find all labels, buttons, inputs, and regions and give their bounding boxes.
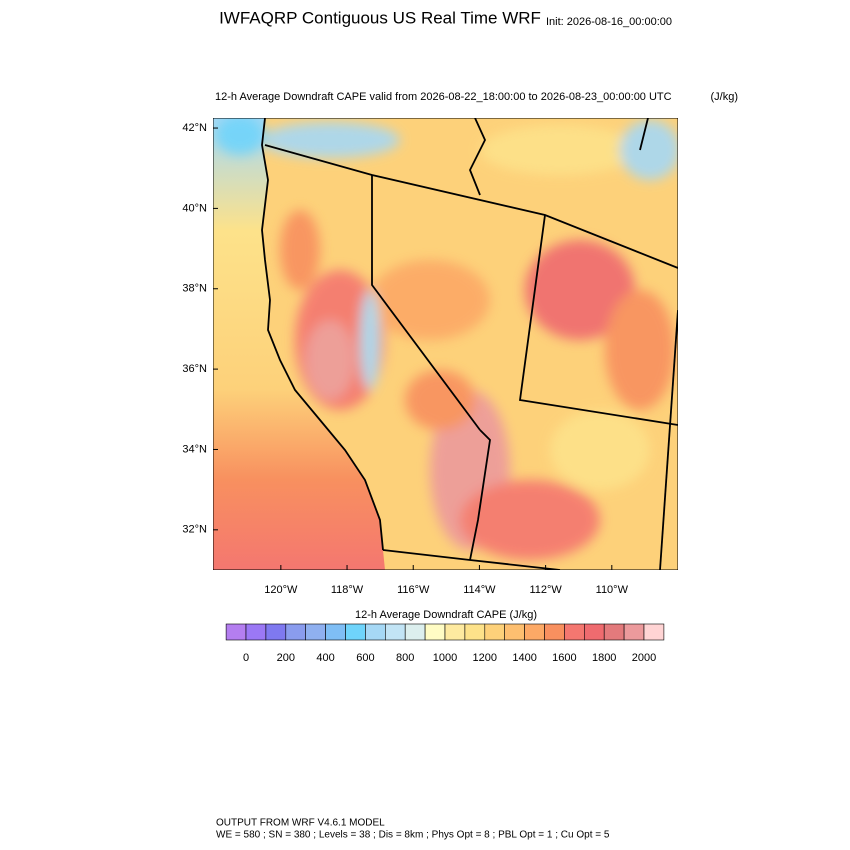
colorbar-label: 0 <box>243 652 249 664</box>
colorbar-box <box>603 623 625 641</box>
colorbar-label: 200 <box>277 652 295 664</box>
colorbar-box <box>245 623 267 641</box>
colorbar-box <box>285 623 306 641</box>
y-tick-label: 34°N <box>182 443 207 455</box>
colorbar-label: 2000 <box>632 652 656 664</box>
footer-line: WE = 580 ; SN = 380 ; Levels = 38 ; Dis … <box>216 830 610 841</box>
init-time: Init: 2026-08-16_00:00:00 <box>546 16 672 28</box>
x-tick-label: 118°W <box>331 584 364 596</box>
map-units: (J/kg) <box>711 91 739 103</box>
map-field <box>213 118 678 570</box>
colorbar-box <box>444 623 466 641</box>
colorbar-label: 400 <box>316 652 334 664</box>
y-tick-label: 40°N <box>182 202 207 214</box>
x-tick-label: 114°W <box>463 584 496 596</box>
colorbar-box <box>524 623 545 641</box>
colorbar-box <box>464 623 486 641</box>
colorbar-box <box>384 623 406 641</box>
colorbar-box <box>643 623 665 641</box>
colorbar-box <box>345 623 366 641</box>
colorbar-label: 1200 <box>473 652 497 664</box>
colorbar-box <box>623 623 645 641</box>
x-tick-label: 110°W <box>596 584 629 596</box>
y-tick-label: 42°N <box>182 122 207 134</box>
colorbar-label: 1000 <box>433 652 457 664</box>
x-tick-label: 116°W <box>397 584 430 596</box>
y-tick-label: 38°N <box>182 283 207 295</box>
x-tick-label: 120°W <box>264 584 298 596</box>
colorbar-label: 600 <box>356 652 374 664</box>
colorbar-label: 1400 <box>512 652 536 664</box>
colorbar-label: 800 <box>396 652 414 664</box>
y-tick-label: 36°N <box>182 363 207 375</box>
x-tick-label: 112°W <box>529 584 562 596</box>
map-subtitle: 12-h Average Downdraft CAPE valid from 2… <box>215 91 672 103</box>
colorbar-box <box>484 623 505 641</box>
colorbar-label: 1600 <box>552 652 576 664</box>
colorbar-box <box>325 623 346 641</box>
colorbar-box <box>564 623 585 641</box>
colorbar-box <box>583 623 605 641</box>
title: IWFAQRP Contiguous US Real Time WRF <box>219 8 541 27</box>
colorbar-box <box>504 623 525 641</box>
colorbar: 0 200 400 600 800 1000 1200 1400 1600 1800 2000 <box>225 623 665 664</box>
colorbar-label: 1800 <box>592 652 616 664</box>
footer-line: OUTPUT FROM WRF V4.6.1 MODEL <box>216 818 385 829</box>
y-tick-label: 32°N <box>182 524 207 536</box>
colorbar-box <box>424 623 446 641</box>
colorbar-box <box>544 623 565 641</box>
colorbar-box <box>365 623 386 641</box>
colorbar-box <box>305 623 326 641</box>
colorbar-title: 12-h Average Downdraft CAPE (J/kg) <box>355 609 537 621</box>
colorbar-box <box>265 623 287 641</box>
colorbar-box <box>404 623 426 641</box>
map-axes: 32°N 34°N 36°N 38°N 40°N 42°N 120°W 118°W 116°W 1… <box>182 122 628 596</box>
colorbar-box <box>225 623 247 641</box>
